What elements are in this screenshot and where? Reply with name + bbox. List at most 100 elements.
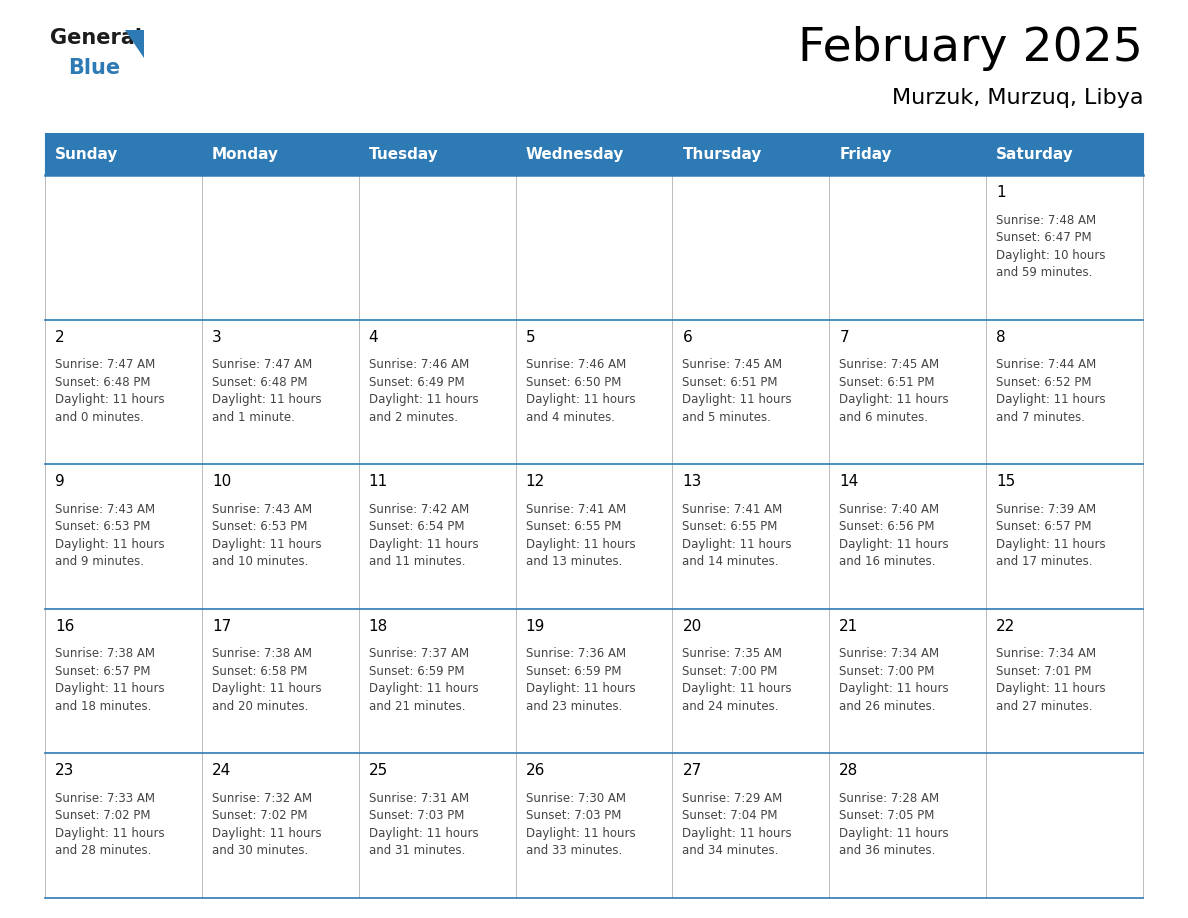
Text: Sunset: 7:03 PM: Sunset: 7:03 PM	[525, 810, 621, 823]
Text: and 18 minutes.: and 18 minutes.	[55, 700, 151, 712]
Text: and 14 minutes.: and 14 minutes.	[682, 555, 779, 568]
Text: Sunrise: 7:36 AM: Sunrise: 7:36 AM	[525, 647, 626, 660]
Bar	[672, 175, 829, 319]
Text: Sunset: 6:59 PM: Sunset: 6:59 PM	[525, 665, 621, 677]
Text: Daylight: 11 hours: Daylight: 11 hours	[525, 682, 636, 695]
Text: Sunset: 7:03 PM: Sunset: 7:03 PM	[368, 810, 465, 823]
Bar	[202, 609, 359, 754]
Text: and 21 minutes.: and 21 minutes.	[368, 700, 466, 712]
Bar	[516, 175, 672, 319]
Bar	[359, 175, 516, 319]
Text: 8: 8	[997, 330, 1006, 344]
Text: and 30 minutes.: and 30 minutes.	[211, 845, 308, 857]
Bar	[516, 319, 672, 465]
Text: Sunrise: 7:42 AM: Sunrise: 7:42 AM	[368, 503, 469, 516]
Text: Sunrise: 7:45 AM: Sunrise: 7:45 AM	[682, 358, 783, 371]
Text: Monday: Monday	[211, 147, 279, 162]
Text: and 34 minutes.: and 34 minutes.	[682, 845, 779, 857]
Bar	[672, 465, 829, 609]
Text: Sunrise: 7:37 AM: Sunrise: 7:37 AM	[368, 647, 469, 660]
Text: 21: 21	[839, 619, 859, 633]
Text: 11: 11	[368, 475, 388, 489]
Text: Blue: Blue	[68, 58, 120, 78]
Text: Sunrise: 7:43 AM: Sunrise: 7:43 AM	[211, 503, 312, 516]
Text: Wednesday: Wednesday	[525, 147, 624, 162]
Text: Daylight: 11 hours: Daylight: 11 hours	[368, 538, 479, 551]
Text: Sunrise: 7:38 AM: Sunrise: 7:38 AM	[55, 647, 154, 660]
Bar	[45, 465, 202, 609]
Text: and 16 minutes.: and 16 minutes.	[839, 555, 936, 568]
Text: Thursday: Thursday	[682, 147, 762, 162]
Text: Sunset: 6:54 PM: Sunset: 6:54 PM	[368, 521, 465, 533]
Text: Sunset: 6:58 PM: Sunset: 6:58 PM	[211, 665, 308, 677]
Bar	[672, 754, 829, 898]
Bar	[45, 319, 202, 465]
Text: Daylight: 11 hours: Daylight: 11 hours	[682, 393, 792, 406]
Text: Daylight: 11 hours: Daylight: 11 hours	[525, 538, 636, 551]
Bar	[202, 319, 359, 465]
Text: 5: 5	[525, 330, 536, 344]
Text: Sunset: 7:04 PM: Sunset: 7:04 PM	[682, 810, 778, 823]
Text: and 4 minutes.: and 4 minutes.	[525, 410, 614, 423]
Text: Sunrise: 7:34 AM: Sunrise: 7:34 AM	[839, 647, 940, 660]
Text: Saturday: Saturday	[997, 147, 1074, 162]
Text: 2: 2	[55, 330, 64, 344]
Text: Sunset: 6:48 PM: Sunset: 6:48 PM	[211, 375, 308, 388]
Text: Sunset: 7:00 PM: Sunset: 7:00 PM	[682, 665, 778, 677]
Text: Daylight: 11 hours: Daylight: 11 hours	[368, 682, 479, 695]
Text: 18: 18	[368, 619, 388, 633]
Text: Daylight: 11 hours: Daylight: 11 hours	[682, 682, 792, 695]
Bar	[829, 609, 986, 754]
Text: 25: 25	[368, 764, 388, 778]
Text: Daylight: 10 hours: Daylight: 10 hours	[997, 249, 1106, 262]
Bar	[516, 465, 672, 609]
Text: Sunset: 6:57 PM: Sunset: 6:57 PM	[55, 665, 151, 677]
Text: Sunset: 6:51 PM: Sunset: 6:51 PM	[839, 375, 935, 388]
Text: Sunrise: 7:31 AM: Sunrise: 7:31 AM	[368, 792, 469, 805]
Text: 14: 14	[839, 475, 859, 489]
Text: Sunrise: 7:46 AM: Sunrise: 7:46 AM	[368, 358, 469, 371]
Text: and 5 minutes.: and 5 minutes.	[682, 410, 771, 423]
Text: Sunset: 6:50 PM: Sunset: 6:50 PM	[525, 375, 621, 388]
Text: Sunrise: 7:33 AM: Sunrise: 7:33 AM	[55, 792, 154, 805]
Text: Sunset: 6:48 PM: Sunset: 6:48 PM	[55, 375, 151, 388]
Text: Sunset: 7:02 PM: Sunset: 7:02 PM	[55, 810, 151, 823]
Text: and 9 minutes.: and 9 minutes.	[55, 555, 144, 568]
Text: and 17 minutes.: and 17 minutes.	[997, 555, 1093, 568]
Text: Sunrise: 7:47 AM: Sunrise: 7:47 AM	[211, 358, 312, 371]
Text: 27: 27	[682, 764, 702, 778]
Bar	[986, 465, 1143, 609]
Text: and 1 minute.: and 1 minute.	[211, 410, 295, 423]
Text: 7: 7	[839, 330, 849, 344]
Text: Sunrise: 7:45 AM: Sunrise: 7:45 AM	[839, 358, 940, 371]
Text: Sunset: 6:55 PM: Sunset: 6:55 PM	[682, 521, 778, 533]
Text: and 13 minutes.: and 13 minutes.	[525, 555, 623, 568]
Text: Sunrise: 7:40 AM: Sunrise: 7:40 AM	[839, 503, 940, 516]
Text: Sunrise: 7:46 AM: Sunrise: 7:46 AM	[525, 358, 626, 371]
Text: and 2 minutes.: and 2 minutes.	[368, 410, 457, 423]
Text: 6: 6	[682, 330, 693, 344]
Text: 1: 1	[997, 185, 1006, 200]
Bar	[829, 175, 986, 319]
Bar	[672, 609, 829, 754]
Text: 26: 26	[525, 764, 545, 778]
Text: General: General	[50, 28, 143, 48]
Text: and 26 minutes.: and 26 minutes.	[839, 700, 936, 712]
Text: Daylight: 11 hours: Daylight: 11 hours	[368, 393, 479, 406]
Bar	[986, 319, 1143, 465]
Text: Murzuk, Murzuq, Libya: Murzuk, Murzuq, Libya	[891, 88, 1143, 108]
Text: and 27 minutes.: and 27 minutes.	[997, 700, 1093, 712]
Text: and 6 minutes.: and 6 minutes.	[839, 410, 928, 423]
Bar	[516, 754, 672, 898]
Text: Sunset: 6:57 PM: Sunset: 6:57 PM	[997, 521, 1092, 533]
Text: and 59 minutes.: and 59 minutes.	[997, 266, 1093, 279]
Bar	[829, 754, 986, 898]
Text: 9: 9	[55, 475, 65, 489]
Bar	[359, 754, 516, 898]
Text: 13: 13	[682, 475, 702, 489]
Text: Sunset: 6:59 PM: Sunset: 6:59 PM	[368, 665, 465, 677]
Bar	[672, 319, 829, 465]
Text: 3: 3	[211, 330, 222, 344]
Text: and 23 minutes.: and 23 minutes.	[525, 700, 623, 712]
Text: and 7 minutes.: and 7 minutes.	[997, 410, 1085, 423]
